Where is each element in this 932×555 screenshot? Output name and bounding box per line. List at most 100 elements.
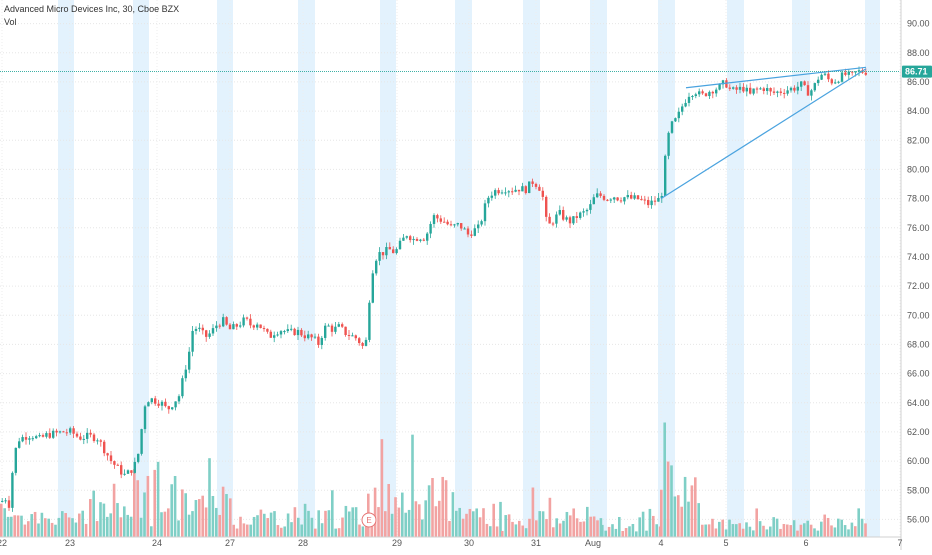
candle-body <box>704 93 708 97</box>
volume-bar <box>397 507 401 537</box>
volume-bar <box>411 434 414 537</box>
candle-body <box>718 84 721 90</box>
time-tick-label: 24 <box>152 538 162 548</box>
volume-bar <box>468 508 472 537</box>
volume-bar <box>239 516 242 537</box>
price-tick-label: 80.00 <box>907 164 930 174</box>
volume-bar <box>354 507 358 537</box>
candle-body <box>154 398 157 404</box>
volume-bar <box>704 524 707 537</box>
volume-bar <box>624 528 628 537</box>
volume-bar <box>89 499 92 537</box>
candle-body <box>786 90 789 94</box>
volume-bar <box>431 478 434 537</box>
volume-bar <box>47 518 50 537</box>
candle-body <box>92 434 96 441</box>
volume-bar <box>735 524 738 537</box>
volume-bar <box>269 512 273 537</box>
candle-body <box>456 223 459 225</box>
volume-bar <box>208 458 211 537</box>
volume-bar <box>524 528 528 537</box>
candle-body <box>21 437 24 442</box>
candle-body <box>296 329 300 336</box>
candle-body <box>851 71 854 73</box>
volume-bar <box>133 469 136 537</box>
volume-bar <box>489 526 492 537</box>
volume-bar <box>652 515 655 537</box>
candle-body <box>432 215 436 224</box>
candle-body <box>551 223 555 225</box>
volume-bar <box>586 506 589 537</box>
candle-body <box>565 217 568 220</box>
time-tick-label: 4 <box>658 538 663 548</box>
volume-bar <box>229 498 232 537</box>
volume-bar <box>191 511 194 537</box>
volume-bar <box>300 524 303 537</box>
volume-bar <box>528 518 531 537</box>
volume-bar <box>119 517 123 537</box>
candle-body <box>606 199 609 201</box>
price-tick-label: 64.00 <box>907 398 930 408</box>
candle-body <box>290 328 293 330</box>
time-tick-label: 31 <box>531 538 541 548</box>
candle-body <box>864 72 867 75</box>
candle-body <box>198 327 201 329</box>
volume-bar <box>518 520 521 537</box>
candle-body <box>592 197 595 205</box>
candle-body <box>422 239 425 241</box>
trendline[interactable] <box>660 68 867 200</box>
volume-bar <box>792 520 796 537</box>
volume-bar <box>820 521 823 537</box>
volume-bar <box>670 465 673 537</box>
candle-body <box>759 88 762 90</box>
earnings-marker: E <box>361 512 377 528</box>
volume-bar <box>71 518 74 537</box>
volume-bar <box>0 503 3 537</box>
candle-body <box>354 335 357 339</box>
session-band <box>727 0 744 537</box>
volume-bar <box>344 505 348 537</box>
volume-bar <box>599 518 603 537</box>
candle-body <box>381 252 385 256</box>
candle-body <box>558 209 561 215</box>
candle-body <box>725 80 728 88</box>
volume-bar <box>74 522 78 537</box>
volume-bar <box>109 513 112 537</box>
candle-body <box>698 91 701 95</box>
candle-body <box>409 236 412 241</box>
price-tick-label: 58.00 <box>907 485 930 495</box>
candle-body <box>4 500 7 502</box>
volume-bar <box>3 508 6 537</box>
candle-body <box>630 195 633 199</box>
volume-bar <box>690 485 694 537</box>
volume-bar <box>380 439 384 537</box>
earnings-icon[interactable] <box>361 512 377 528</box>
volume-bar <box>465 513 468 537</box>
candle-body <box>490 195 493 198</box>
trendline[interactable] <box>685 66 867 89</box>
volume-bar <box>663 422 666 537</box>
volume-bar <box>614 528 618 537</box>
candle-body <box>619 200 623 202</box>
price-tick-label: 68.00 <box>907 339 930 349</box>
candle-body <box>466 228 470 235</box>
time-tick-label: 22 <box>0 538 7 548</box>
candle-body <box>262 328 266 330</box>
price-tick-label: 62.00 <box>907 427 930 437</box>
candle-body <box>419 239 422 241</box>
price-tick-label: 70.00 <box>907 310 930 320</box>
candle-body <box>167 406 170 410</box>
volume-bar <box>126 514 129 537</box>
volume-bar <box>492 503 495 537</box>
candle-body <box>738 86 742 90</box>
volume-bar <box>552 527 555 537</box>
volume-bar <box>320 523 324 537</box>
candle-body <box>28 438 31 440</box>
candle-body <box>48 433 51 438</box>
volume-bar <box>348 511 351 537</box>
candle-body <box>120 465 123 475</box>
price-tick-label: 72.00 <box>907 281 930 291</box>
volume-series <box>0 422 867 537</box>
